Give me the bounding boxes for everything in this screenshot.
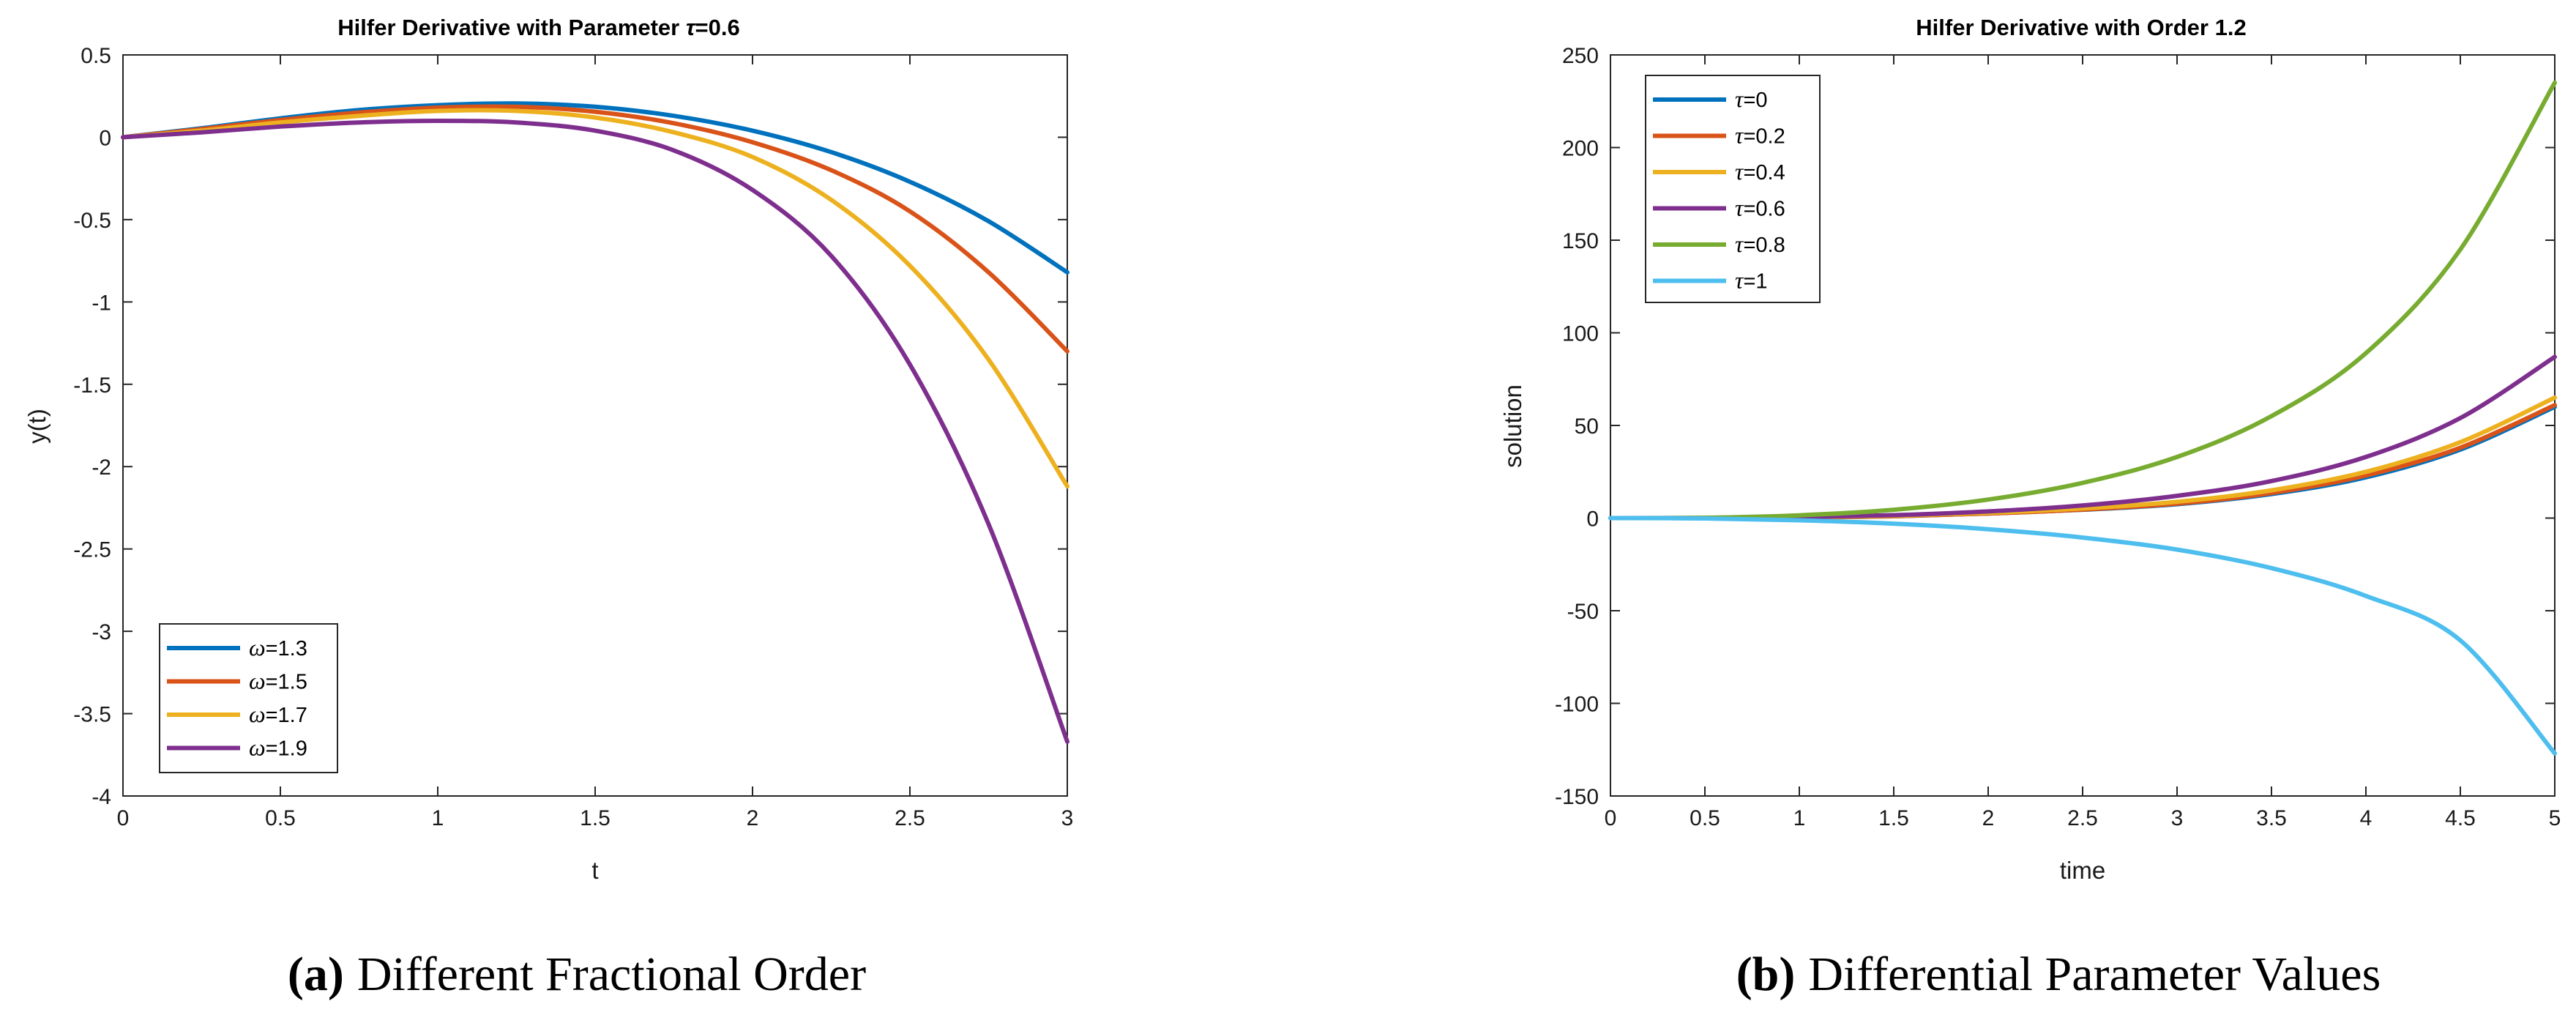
series-line-b-5 [1608,516,2557,756]
legend-label: ω=1.3 [249,634,307,661]
x-tick-label: 2.5 [895,806,925,830]
y-tick-label: -1 [92,291,111,315]
legend-label: ω=1.5 [249,668,307,694]
legend-label: τ=1 [1735,267,1768,294]
x-tick-label: 0 [1605,806,1617,830]
chart-b-title: Hilfer Derivative with Order 1.2 [1916,15,2246,40]
legend-value: =0.4 [1743,161,1785,185]
x-tick-label: 1 [1793,806,1806,830]
x-tick-label: 2.5 [2067,806,2098,830]
y-tick-label: -3 [92,620,111,644]
legend-label: τ=0.6 [1735,195,1785,221]
y-tick-label: -100 [1555,693,1599,717]
legend-label: τ=0 [1735,86,1768,112]
y-tick-label: 0 [1586,507,1599,532]
x-tick-label: 4.5 [2445,806,2476,830]
legend-symbol: ω [249,701,266,727]
caption-b: (b) Differential Parameter Values [1736,948,2381,1001]
chart-a-title: Hilfer Derivative with Parameter τ=0.6 [337,15,739,40]
legend-symbol: ω [249,734,266,761]
y-tick-label: 100 [1562,322,1599,346]
x-tick-label: 1.5 [1878,806,1909,830]
legend-label: τ=0.2 [1735,122,1785,149]
caption-a: (a) Different Fractional Order [288,948,866,1001]
x-tick-label: 0.5 [1690,806,1720,830]
series-line-a-3 [121,119,1069,744]
chart-a-series [121,101,1069,744]
x-tick-label: 1 [432,806,444,830]
y-tick-label: -50 [1567,600,1599,624]
legend-value: =1.3 [266,637,307,661]
legend-symbol: τ [1735,158,1744,185]
y-tick-label: 0 [99,126,111,150]
y-tick-label: 200 [1562,137,1599,161]
y-tick-label: -4 [92,785,111,809]
chart-a-xlabel: t [591,857,598,884]
chart-b-legend: τ=0τ=0.2τ=0.4τ=0.6τ=0.8τ=1 [1645,75,1821,303]
legend-symbol: τ [1735,122,1744,149]
legend-label: ω=1.9 [249,734,307,761]
y-tick-label: -2.5 [73,538,111,562]
legend-symbol: τ [1735,267,1744,294]
chart-b-series [1608,80,2557,756]
legend-value: =1.7 [266,704,307,727]
x-tick-label: 5 [2549,806,2561,830]
x-tick-label: 0 [117,806,130,830]
x-tick-label: 3.5 [2256,806,2287,830]
chart-b-legend-box [1645,75,1821,303]
x-tick-label: 3 [1061,806,1074,830]
legend-value: =0.8 [1743,234,1785,257]
y-tick-label: 0.5 [81,44,111,68]
legend-symbol: τ [1735,195,1744,221]
legend-symbol: ω [249,634,266,661]
legend-symbol: τ [1735,231,1744,257]
series-line-a-1 [121,104,1069,354]
chart-a-ylabel: y(t) [23,409,51,444]
y-tick-label: -2 [92,455,111,480]
legend-value: =1 [1743,270,1767,294]
legend-symbol: τ [1735,86,1744,112]
y-tick-label: -150 [1555,785,1599,809]
y-tick-label: -3.5 [73,703,111,727]
legend-value: =0 [1743,89,1767,112]
x-tick-label: 4 [2360,806,2372,830]
chart-a-legend: ω=1.3ω=1.5ω=1.7ω=1.9 [159,623,338,773]
x-tick-label: 0.5 [265,806,296,830]
x-tick-label: 1.5 [580,806,611,830]
y-tick-label: 50 [1575,414,1599,439]
legend-symbol: ω [249,668,266,694]
x-tick-label: 2 [747,806,759,830]
legend-value: =1.5 [266,671,307,694]
x-tick-label: 2 [1982,806,1995,830]
chart-b-xlabel: time [2060,857,2105,884]
y-tick-label: 150 [1562,229,1599,253]
legend-value: =0.2 [1743,125,1785,149]
chart-panel-b: Hilfer Derivative with Order 1.2 0 0.5 1 1.… [1499,15,2561,1001]
chart-panel-a: Hilfer Derivative with Parameter τ=0.6 0… [23,15,1073,1001]
chart-b-ylabel: solution [1499,384,1526,468]
series-line-b-4 [1608,80,2557,521]
chart-a-ticks: 0 0.5 1 1.5 2 2.5 3 0.5 0 -0.5 -1 -1.5 -2 -2.5 -3 -3.5 -… [73,44,1073,830]
legend-label: ω=1.7 [249,701,307,727]
legend-value: =1.9 [266,737,307,761]
x-tick-label: 3 [2171,806,2184,830]
y-tick-label: -1.5 [73,373,111,398]
legend-label: τ=0.8 [1735,231,1785,257]
y-tick-label: -0.5 [73,209,111,233]
series-line-a-2 [121,108,1069,489]
legend-value: =0.6 [1743,198,1785,221]
chart-b-ticks: 0 0.5 1 1.5 2 2.5 3 3.5 4 4.5 5 250 200 150 100 50 0 -50 -… [1555,44,2561,830]
y-tick-label: 250 [1562,44,1599,68]
legend-label: τ=0.4 [1735,158,1785,185]
